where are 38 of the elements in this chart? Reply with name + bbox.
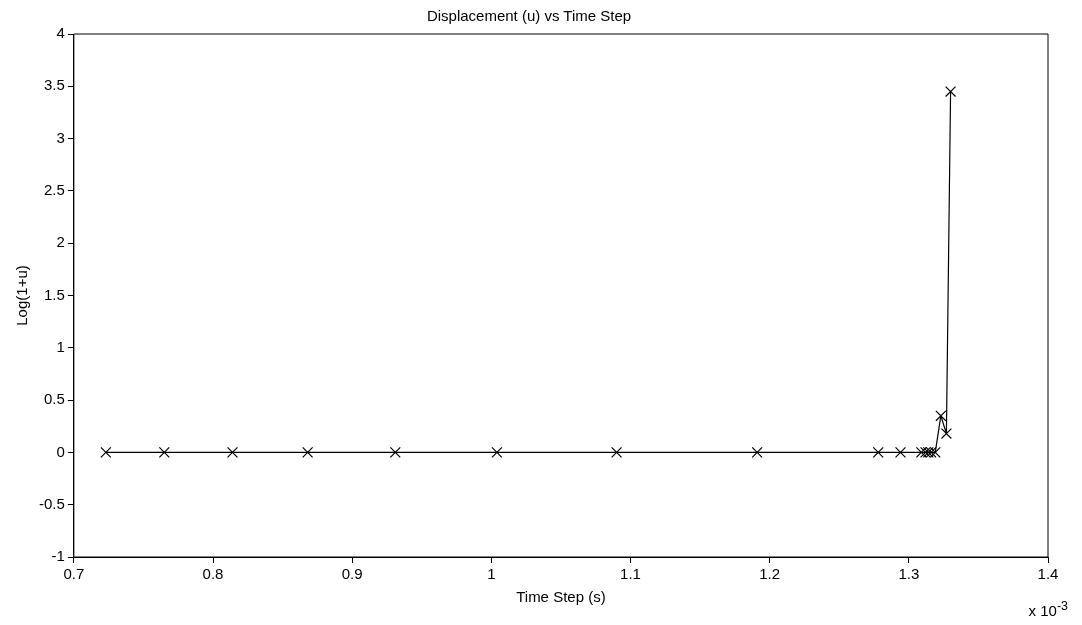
point [929, 446, 941, 458]
x-tick-label: 1.2 [759, 565, 781, 583]
point [872, 446, 884, 458]
x-tick-label: 1.4 [1037, 565, 1059, 583]
point [158, 446, 170, 458]
x-tick-label: 1.1 [620, 565, 641, 583]
y-tick-label: 0.5 [43, 390, 65, 408]
y-tick-label: 1 [56, 337, 65, 355]
x-tick-label: 0.9 [341, 565, 363, 583]
point [945, 85, 957, 98]
point [935, 410, 947, 422]
point [915, 446, 927, 458]
point [491, 446, 503, 458]
x-tick-label: 1.3 [898, 565, 920, 583]
point [302, 446, 314, 458]
chart-title: Displacement (u) vs Time Step [426, 7, 632, 25]
y-axis-title: Log(1+u) [13, 265, 31, 326]
point [226, 446, 239, 458]
y-tick-label: -1 [51, 547, 65, 565]
point [611, 446, 623, 458]
point [389, 446, 401, 458]
point [100, 446, 112, 458]
point [751, 446, 763, 458]
text: x 10$^{-3}$ [1028, 599, 1068, 619]
point [894, 446, 907, 458]
point [940, 428, 952, 440]
y-tick-label: 2.5 [43, 181, 65, 199]
x-axis-title: Time Step (s) [516, 588, 606, 606]
y-tick-label: 3 [56, 128, 65, 146]
y-tick-label: 2 [56, 233, 65, 251]
x-tick-label: 0.8 [202, 565, 224, 583]
y-tick-label: 1.5 [43, 285, 65, 303]
x-tick-label: 0.7 [63, 565, 85, 583]
y-tick-label: 0 [56, 442, 65, 460]
y-tick-label: 3.5 [43, 76, 65, 94]
x-tick-label: 1 [487, 565, 496, 583]
y-tick-label: 4 [56, 24, 65, 42]
y-tick-label: -0.5 [38, 494, 65, 512]
